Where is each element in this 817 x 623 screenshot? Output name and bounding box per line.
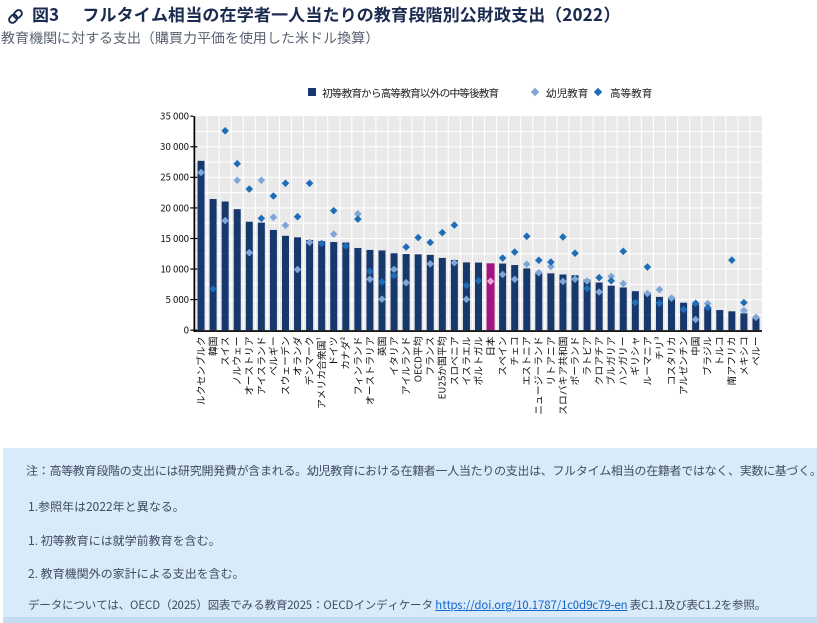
svg-text:オーストリア: オーストリア xyxy=(242,337,256,396)
svg-text:リトアニア: リトアニア xyxy=(543,337,557,386)
svg-text:0: 0 xyxy=(184,323,189,337)
svg-text:ポーランド: ポーランド xyxy=(567,337,581,386)
svg-text:スウェーデン: スウェーデン xyxy=(278,336,292,395)
svg-text:ポルトガル: ポルトガル xyxy=(471,336,485,385)
svg-text:ラトビア: ラトビア xyxy=(579,337,593,376)
svg-text:ブルガリア: ブルガリア xyxy=(604,337,618,386)
svg-text:エストニア: エストニア xyxy=(519,337,533,386)
svg-text:5 000: 5 000 xyxy=(166,292,189,306)
svg-text:20 000: 20 000 xyxy=(160,200,189,214)
svg-text:イスラエル: イスラエル xyxy=(459,336,473,385)
svg-text:ニュージーランド: ニュージーランド xyxy=(531,337,545,415)
svg-text:ベルギー: ベルギー xyxy=(266,337,280,376)
svg-text:15 000: 15 000 xyxy=(160,231,189,245)
svg-text:OECD平均: OECD平均 xyxy=(411,336,425,382)
svg-text:ギリシャ: ギリシャ xyxy=(628,337,642,376)
svg-text:オランダ: オランダ xyxy=(290,336,304,375)
svg-text:ブラジル: ブラジル xyxy=(700,336,714,375)
svg-text:チリ³: チリ³ xyxy=(652,337,666,361)
svg-text:EU25か国平均: EU25か国平均 xyxy=(435,336,449,399)
svg-text:ルクセンブルク: ルクセンブルク xyxy=(193,337,207,406)
svg-text:10 000: 10 000 xyxy=(160,261,189,275)
svg-text:アルゼンチン: アルゼンチン xyxy=(676,336,690,395)
svg-text:コスタリカ: コスタリカ xyxy=(664,337,678,386)
svg-text:ルーマニア: ルーマニア xyxy=(640,337,654,386)
svg-text:フィンランド: フィンランド xyxy=(350,337,364,396)
svg-text:30 000: 30 000 xyxy=(160,139,189,153)
svg-text:ペルー: ペルー xyxy=(748,337,762,366)
svg-text:英国: 英国 xyxy=(374,336,388,356)
svg-text:カナダ²: カナダ² xyxy=(338,337,352,370)
svg-text:ドイツ: ドイツ xyxy=(326,337,340,366)
svg-text:中国: 中国 xyxy=(688,336,702,356)
svg-text:トルコ: トルコ xyxy=(712,337,726,366)
svg-text:35 000: 35 000 xyxy=(160,109,189,123)
svg-text:ハンガリー: ハンガリー xyxy=(616,337,630,386)
svg-text:ノルウェー: ノルウェー xyxy=(230,337,244,386)
svg-text:韓国: 韓国 xyxy=(206,336,220,356)
svg-text:メキシコ: メキシコ xyxy=(736,337,750,376)
svg-text:チェコ: チェコ xyxy=(507,337,521,366)
svg-text:イタリア: イタリア xyxy=(386,337,400,376)
svg-text:アメリカ合衆国¹: アメリカ合衆国¹ xyxy=(314,337,328,410)
svg-text:オーストラリア: オーストラリア xyxy=(362,337,376,406)
svg-text:フランス: フランス xyxy=(423,337,437,376)
svg-text:スロバキア共和国: スロバキア共和国 xyxy=(555,336,569,415)
svg-text:日本: 日本 xyxy=(483,336,497,356)
svg-text:スロベニア: スロベニア xyxy=(447,337,461,386)
svg-text:南アフリカ: 南アフリカ xyxy=(724,337,738,386)
svg-text:スイス: スイス xyxy=(218,337,232,366)
svg-text:アイルランド: アイルランド xyxy=(399,337,413,396)
svg-text:アイスランド: アイスランド xyxy=(254,337,268,396)
svg-text:25 000: 25 000 xyxy=(160,170,189,184)
svg-text:クロアチア: クロアチア xyxy=(592,337,606,386)
svg-text:デンマーク: デンマーク xyxy=(302,337,316,386)
svg-text:スペイン: スペイン xyxy=(495,336,509,375)
